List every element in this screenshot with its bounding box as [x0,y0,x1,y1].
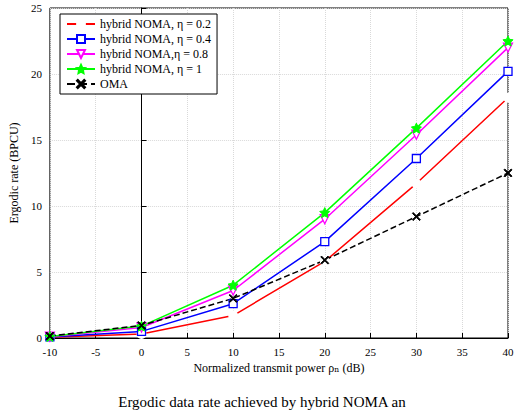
svg-text:40: 40 [503,346,515,358]
svg-text:5: 5 [185,346,191,358]
svg-text:hybrid NOMA,η = 0.8: hybrid NOMA,η = 0.8 [100,47,208,61]
svg-text:10: 10 [31,200,43,212]
svg-text:-5: -5 [91,346,101,358]
svg-text:30: 30 [411,346,423,358]
svg-text:hybrid NOMA, η = 0.4: hybrid NOMA, η = 0.4 [100,32,211,46]
svg-text:15: 15 [273,346,285,358]
svg-text:25: 25 [365,346,377,358]
svg-text:10: 10 [228,346,240,358]
svg-text:0: 0 [36,332,42,344]
svg-text:15: 15 [31,134,43,146]
svg-text:Ergodic data rate achieved by: Ergodic data rate achieved by hybrid NOM… [118,394,406,410]
svg-text:hybrid NOMA, η = 1: hybrid NOMA, η = 1 [100,62,202,76]
svg-text:25: 25 [31,2,43,14]
svg-text:hybrid NOMA, η = 0.2: hybrid NOMA, η = 0.2 [100,17,211,31]
svg-text:0: 0 [139,346,145,358]
svg-text:20: 20 [319,346,331,358]
svg-text:35: 35 [457,346,469,358]
svg-text:OMA: OMA [100,77,128,91]
svg-text:-10: -10 [43,346,58,358]
svg-text:5: 5 [36,266,42,278]
svg-text:Ergodic rate (BPCU): Ergodic rate (BPCU) [7,122,21,223]
svg-text:Normalized transmit power ρₙ (: Normalized transmit power ρₙ (dB) [193,361,364,375]
svg-text:20: 20 [31,68,43,80]
